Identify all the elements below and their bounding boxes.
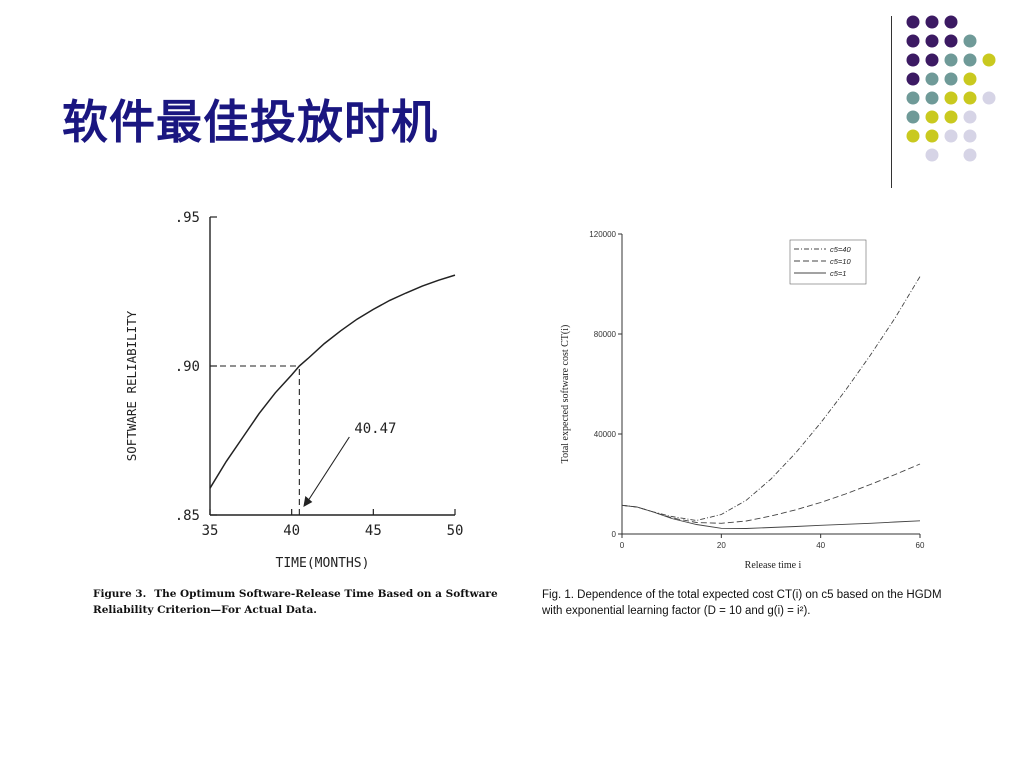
figure1-caption-label: Fig. 1. [542, 589, 574, 601]
decorative-dot [925, 129, 939, 143]
reliability-curve [209, 274, 456, 489]
decorative-dot [906, 110, 920, 124]
decorative-dot [906, 72, 920, 86]
x-tick-label: 40 [283, 523, 300, 539]
decorative-dot [944, 129, 958, 143]
decorative-dot [906, 91, 920, 105]
x-tick-label: 60 [916, 541, 925, 550]
figure3-caption-text: The Optimum Software-Release Time Based … [93, 588, 498, 616]
y-tick-label: 40000 [594, 430, 617, 439]
y-axis-label: SOFTWARE RELIABILITY [124, 310, 139, 461]
decorative-dot [906, 15, 920, 29]
legend-box [789, 239, 867, 285]
y-tick-label: 0 [612, 530, 617, 539]
decorative-dot [944, 53, 958, 67]
legend-label: c5=40 [830, 245, 851, 254]
annotation-arrow [304, 436, 350, 506]
decorative-dot [906, 53, 920, 67]
annotation-label: 40.47 [354, 421, 396, 437]
figure3-caption-label: Figure 3. [93, 588, 147, 600]
series-line [621, 276, 921, 521]
annotation-arrowhead [303, 496, 313, 507]
decorative-dot [925, 15, 939, 29]
decorative-dot [944, 15, 958, 29]
x-axis-label: Release time i [745, 560, 802, 571]
decorative-dot [963, 53, 977, 67]
decorative-dot [982, 91, 996, 105]
y-tick-label: .85 [175, 508, 200, 524]
x-tick-label: 0 [620, 541, 625, 550]
decorative-divider [891, 16, 892, 188]
x-tick-label: 20 [717, 541, 726, 550]
y-axis-label: Total expected software cost CT(i) [560, 325, 571, 464]
x-tick-label: 35 [202, 523, 219, 539]
decorative-dot [963, 34, 977, 48]
decorative-dot-grid [906, 15, 996, 162]
decorative-dot [925, 148, 939, 162]
decorative-dot [906, 34, 920, 48]
decorative-dot [963, 148, 977, 162]
decorative-dot [925, 110, 939, 124]
decorative-dot [944, 34, 958, 48]
x-axis-label: TIME(MONTHS) [276, 556, 370, 571]
y-tick-label: 80000 [594, 330, 617, 339]
reliability-chart: .85 .90 .95 35 40 45 50 40.47 TIME(MONTHS) SOFTWA… [124, 210, 464, 571]
x-tick-label: 50 [447, 523, 464, 539]
legend-label: c5=10 [830, 257, 851, 266]
decorative-dot [944, 91, 958, 105]
slide-title: 软件最佳投放时机 [62, 95, 438, 149]
series-line [621, 504, 921, 529]
series-line [621, 463, 921, 524]
decorative-dot [944, 110, 958, 124]
decorative-dot [982, 53, 996, 67]
decorative-dot [963, 110, 977, 124]
decorative-dot [906, 129, 920, 143]
cost-chart: 0 40000 80000 120000 0 20 40 60 c5=40 c5=10 c5=1 Re… [560, 230, 925, 571]
y-tick-label: .95 [175, 210, 200, 226]
x-tick-label: 45 [365, 523, 382, 539]
figure3-caption: Figure 3. The Optimum Software-Release Ti… [93, 586, 533, 618]
y-tick-label: .90 [175, 359, 200, 375]
decorative-dot [944, 72, 958, 86]
decorative-dot [925, 91, 939, 105]
legend-label: c5=1 [830, 269, 846, 278]
decorative-dot [963, 91, 977, 105]
decorative-dot [925, 72, 939, 86]
decorative-dot [925, 53, 939, 67]
decorative-dot [963, 129, 977, 143]
y-tick-label: 120000 [589, 230, 616, 239]
figure1-caption: Fig. 1. Dependence of the total expected… [542, 587, 962, 619]
decorative-dot [925, 34, 939, 48]
figure1-caption-text: Dependence of the total expected cost CT… [542, 589, 942, 617]
x-tick-label: 40 [816, 541, 825, 550]
decorative-dot [963, 72, 977, 86]
